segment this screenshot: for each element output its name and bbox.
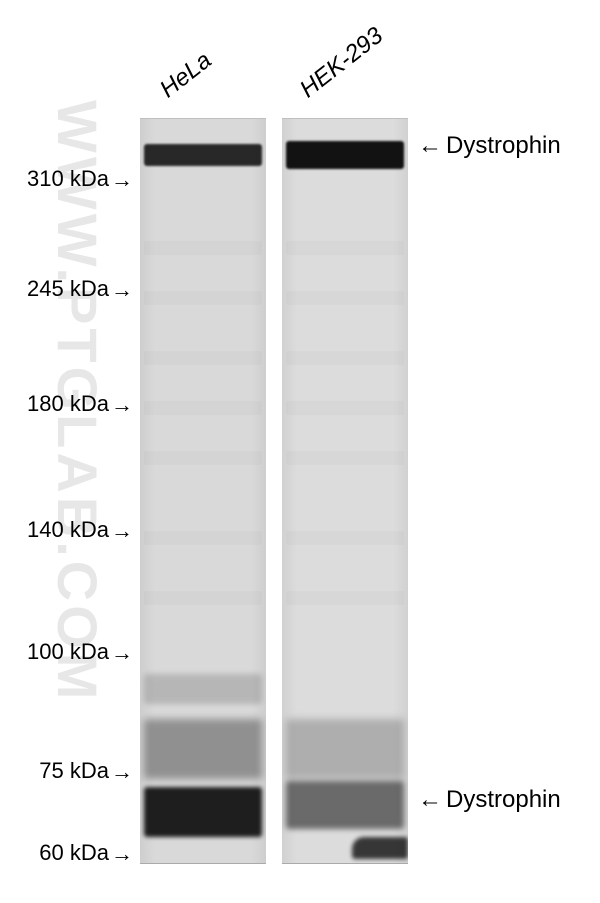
faint-background-band: [144, 591, 262, 605]
target-text: Dystrophin: [446, 132, 561, 159]
mw-text: 180 kDa: [27, 391, 109, 416]
arrow-right-icon: →: [111, 518, 133, 544]
arrow-left-icon: ←: [418, 132, 442, 159]
band-bottom-spot: [352, 837, 408, 859]
target-label-dystrophin-low: ←Dystrophin: [418, 786, 561, 814]
mw-marker-310: 310 kDa→: [27, 166, 133, 193]
target-label-dystrophin-high: ←Dystrophin: [418, 132, 561, 160]
faint-background-band: [144, 241, 262, 255]
faint-background-band: [286, 291, 404, 305]
mw-marker-245: 245 kDa→: [27, 276, 133, 303]
faint-background-band: [286, 401, 404, 415]
lane-hek293: [282, 118, 408, 864]
mw-marker-180: 180 kDa→: [27, 391, 133, 418]
mw-text: 140 kDa: [27, 517, 109, 542]
arrow-right-icon: →: [111, 640, 133, 666]
mw-text: 60 kDa: [39, 840, 109, 865]
mw-marker-100: 100 kDa→: [27, 639, 133, 666]
arrow-right-icon: →: [111, 392, 133, 418]
faint-background-band: [286, 351, 404, 365]
mw-marker-75: 75 kDa→: [39, 758, 133, 785]
band-dystrophin-low: [286, 781, 404, 829]
faint-background-band: [286, 591, 404, 605]
band-smear-100: [144, 674, 262, 704]
mw-marker-140: 140 kDa→: [27, 517, 133, 544]
target-text: Dystrophin: [446, 786, 561, 813]
mw-text: 310 kDa: [27, 166, 109, 191]
band-smear-upper: [286, 719, 404, 779]
faint-background-band: [286, 451, 404, 465]
band-dystrophin-low: [144, 787, 262, 837]
band-dystrophin-high: [144, 144, 262, 166]
band-dystrophin-high: [286, 141, 404, 169]
western-blot-figure: WWW.PTGLAB.COM HeLa HEK-293 310 kDa→ 245…: [0, 0, 600, 903]
faint-background-band: [286, 241, 404, 255]
blot-container: [140, 30, 420, 865]
band-smear-upper: [144, 719, 262, 779]
arrow-right-icon: →: [111, 841, 133, 867]
faint-background-band: [144, 451, 262, 465]
mw-text: 100 kDa: [27, 639, 109, 664]
faint-background-band: [144, 401, 262, 415]
mw-text: 245 kDa: [27, 276, 109, 301]
arrow-left-icon: ←: [418, 786, 442, 813]
arrow-right-icon: →: [111, 277, 133, 303]
mw-marker-60: 60 kDa→: [39, 840, 133, 867]
lane-hela: [140, 118, 266, 864]
faint-background-band: [144, 351, 262, 365]
faint-background-band: [286, 531, 404, 545]
mw-text: 75 kDa: [39, 758, 109, 783]
faint-background-band: [144, 531, 262, 545]
arrow-right-icon: →: [111, 759, 133, 785]
faint-background-band: [144, 291, 262, 305]
arrow-right-icon: →: [111, 167, 133, 193]
